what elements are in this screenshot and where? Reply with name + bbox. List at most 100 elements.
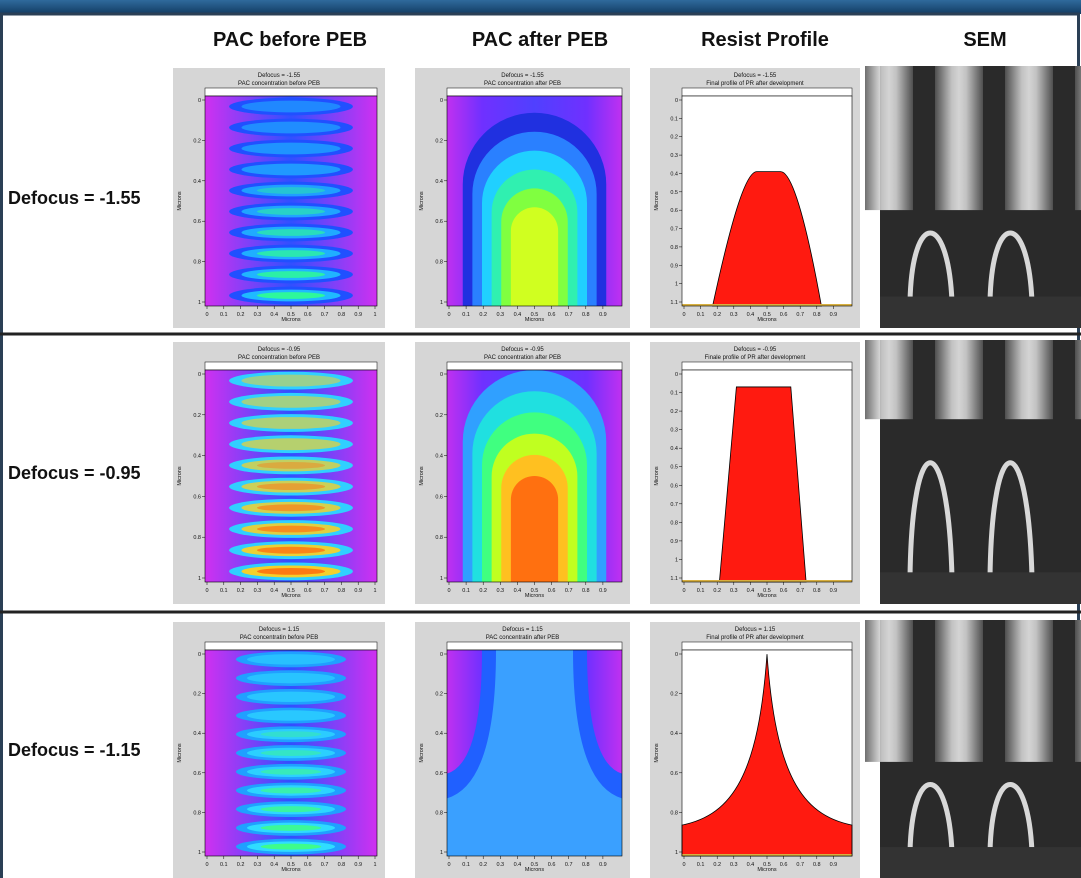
y-tick-label: 0.7 (670, 227, 678, 233)
row-label: Defocus = -0.95 (8, 463, 141, 483)
x-axis-label: Microns (757, 317, 777, 323)
y-tick-label: 0.2 (193, 138, 201, 144)
contour (510, 476, 559, 582)
plot-title: Defocus = -0.95 (258, 347, 301, 353)
y-axis-label: Microns (654, 466, 660, 486)
plot-title: Defocus = -1.55 (734, 73, 777, 79)
y-tick-label: 0.4 (193, 731, 201, 737)
plot: Defocus = 1.15 Final profile of PR after … (650, 622, 860, 878)
y-tick-label: 1 (440, 850, 443, 856)
band (241, 184, 341, 197)
y-tick-label: 0.9 (670, 539, 678, 545)
plot-title: Defocus = 1.15 (259, 627, 300, 633)
y-tick-label: 0.3 (670, 153, 678, 159)
x-tick-label: 0.4 (270, 312, 278, 318)
y-axis-label: Microns (177, 191, 183, 211)
x-tick-label: 0.4 (270, 862, 278, 868)
y-tick-label: 0.2 (670, 692, 678, 698)
y-tick-label: 0 (198, 372, 201, 378)
x-tick-label: 0 (682, 588, 685, 594)
y-tick-label: 0.6 (670, 771, 678, 777)
band (256, 229, 326, 236)
x-tick-label: 0.1 (697, 862, 705, 868)
x-tick-label: 0.2 (713, 862, 721, 868)
sem-ridge (1075, 340, 1081, 420)
x-tick-label: 0.8 (813, 312, 821, 318)
plot: Defocus = 1.15 PAC concentratin after PEB… (415, 622, 630, 878)
y-tick-label: 0.6 (435, 771, 443, 777)
x-tick-label: 0.2 (237, 862, 245, 868)
title-box (446, 361, 623, 371)
plot: Defocus = 1.15 PAC concentratin before PE… (173, 622, 385, 878)
x-tick-label: 0.8 (582, 862, 590, 868)
sem-base (880, 572, 1081, 604)
x-tick-label: 0.7 (565, 862, 573, 868)
title-box (681, 361, 853, 371)
y-tick-label: 0.4 (435, 179, 443, 185)
x-tick-label: 0.8 (338, 862, 346, 868)
substrate (682, 580, 852, 582)
sem-ridge (865, 620, 913, 762)
band (260, 824, 322, 831)
x-tick-label: 0.9 (599, 588, 607, 594)
column-header: SEM (963, 29, 1006, 51)
x-axis-label: Microns (281, 317, 301, 323)
title-box (446, 641, 623, 651)
x-tick-label: 0.1 (462, 862, 470, 868)
x-tick-label: 0.3 (730, 588, 738, 594)
sem-line (907, 230, 955, 302)
x-tick-label: 0.5 (763, 312, 771, 318)
band (241, 163, 341, 176)
x-tick-label: 0.3 (254, 862, 262, 868)
x-tick-label: 0 (447, 588, 450, 594)
x-tick-label: 0.5 (287, 312, 295, 318)
x-tick-label: 0.6 (304, 312, 312, 318)
x-tick-label: 0.5 (287, 588, 295, 594)
x-tick-label: 0 (682, 862, 685, 868)
y-axis-label: Microns (177, 466, 183, 486)
y-tick-label: 1.1 (670, 576, 678, 582)
band (241, 142, 341, 155)
x-tick-label: 0.6 (780, 588, 788, 594)
band (241, 100, 341, 113)
x-tick-label: 0.7 (565, 588, 573, 594)
y-tick-label: 0.4 (193, 454, 201, 460)
x-tick-label: 0.5 (763, 588, 771, 594)
sem-image (865, 620, 1081, 878)
x-tick-label: 0.9 (830, 312, 838, 318)
x-tick-label: 0.3 (730, 312, 738, 318)
sem-line (987, 230, 1035, 302)
band (256, 525, 326, 533)
x-tick-label: 0.1 (462, 588, 470, 594)
y-axis-label: Microns (177, 743, 183, 763)
x-tick-label: 0.1 (462, 312, 470, 318)
x-tick-label: 0.9 (354, 312, 362, 318)
y-tick-label: 0.8 (670, 520, 678, 526)
band (241, 417, 341, 429)
y-tick-label: 0.8 (670, 810, 678, 816)
x-tick-label: 0.5 (763, 862, 771, 868)
plot-title: Defocus = -1.55 (501, 73, 544, 79)
contour (510, 207, 559, 306)
x-tick-label: 0.8 (813, 588, 821, 594)
y-tick-label: 0 (198, 98, 201, 104)
column-header: PAC before PEB (213, 29, 367, 51)
y-tick-label: 0.8 (435, 260, 443, 266)
y-tick-label: 0.8 (435, 535, 443, 541)
x-tick-label: 0.7 (796, 312, 804, 318)
x-tick-label: 0.3 (254, 588, 262, 594)
plot: Defocus = -0.95 PAC concentration before … (173, 342, 385, 604)
x-tick-label: 0.9 (354, 862, 362, 868)
plot-title: Defocus = -0.95 (501, 347, 544, 353)
y-tick-label: 0.3 (670, 428, 678, 434)
x-tick-label: 0.9 (599, 312, 607, 318)
x-tick-label: 0.1 (220, 312, 228, 318)
band (260, 731, 322, 738)
x-tick-label: 0.7 (321, 588, 329, 594)
x-tick-label: 0.3 (730, 862, 738, 868)
title-box (204, 641, 378, 651)
substrate (682, 304, 852, 306)
y-tick-label: 0.2 (670, 135, 678, 141)
band (241, 459, 341, 472)
